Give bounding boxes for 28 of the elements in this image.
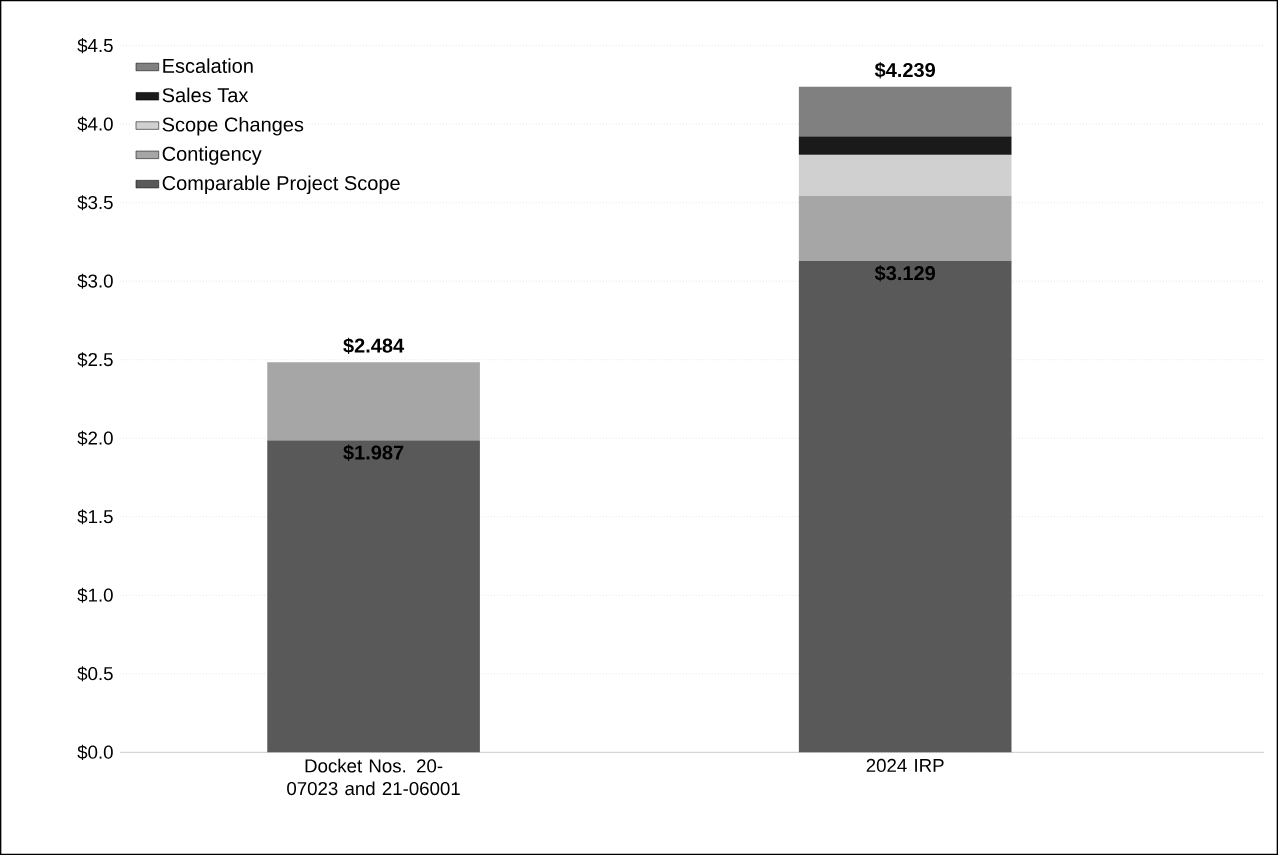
x-tick-label: 2024 IRP: [866, 758, 944, 773]
legend-label: Comparable Project Scope: [162, 175, 400, 195]
y-tick-label: $4.5: [77, 38, 113, 54]
y-tick-label: $4.0: [77, 116, 113, 132]
legend-label: Contigency: [162, 146, 262, 165]
y-tick-label: $2.5: [77, 352, 113, 368]
legend-label: Escalation: [163, 58, 253, 73]
bar: [267, 362, 480, 441]
bar: [798, 195, 1012, 261]
total-label: $4.239: [874, 62, 935, 79]
y-tick-label: $1.0: [77, 587, 113, 603]
y-tick-label: $1.5: [77, 509, 113, 525]
y-tick-label: $3.0: [77, 273, 113, 289]
y-tick-label: $0.5: [77, 666, 113, 682]
data-label: $1.987: [343, 444, 404, 461]
bar: [798, 260, 1012, 753]
x-tick-label: Docket Nos. 20-07023 and 21-06001: [287, 758, 460, 796]
legend-label: Scope Changes: [162, 116, 304, 136]
y-tick-label: $3.5: [77, 195, 113, 211]
total-label: $2.484: [343, 337, 405, 354]
data-label: $3.129: [874, 265, 935, 282]
legend-label: Sales Tax: [162, 87, 249, 103]
y-tick-label: $0.0: [77, 744, 113, 760]
bar: [267, 440, 480, 753]
bar: [798, 154, 1012, 196]
y-tick-label: $2.0: [77, 430, 113, 446]
bar: [798, 136, 1012, 155]
bar: [798, 86, 1012, 137]
